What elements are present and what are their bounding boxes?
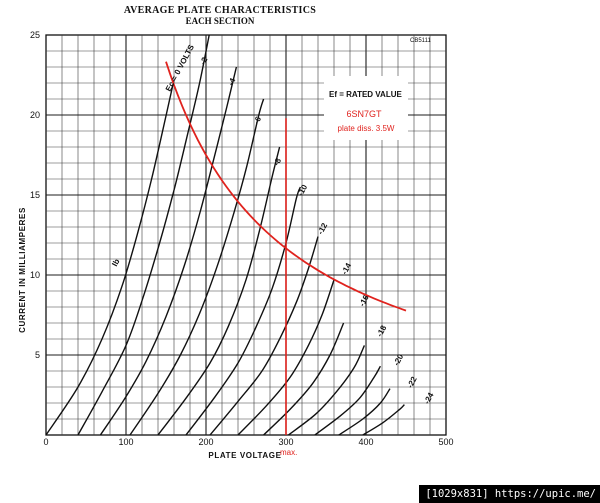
ib-label: Ib	[110, 257, 121, 268]
curve-ec-minus-22	[338, 388, 391, 436]
curve-ec-minus-24	[362, 404, 405, 436]
curve-label: -2	[198, 55, 210, 66]
curve-ec-minus-2	[77, 34, 210, 436]
curve-ec-minus-20	[314, 365, 382, 436]
dissipation-overlay	[165, 61, 407, 435]
curve-ec-minus-6	[129, 98, 265, 436]
curve-ec-minus-18	[287, 345, 366, 436]
chart-subtitle: EACH SECTION	[186, 16, 255, 26]
curve-ec-0	[45, 79, 175, 436]
curve-label: -8	[272, 156, 284, 167]
x-axis-label: PLATE VOLTAGE	[208, 451, 281, 460]
tube-label: 6SN7GT	[346, 109, 382, 119]
dissipation-curve	[165, 61, 407, 312]
dissipation-label: plate diss. 3.5W	[338, 124, 395, 133]
chart-title: AVERAGE PLATE CHARACTERISTICS	[124, 5, 316, 16]
x-tick-label: 300	[278, 437, 293, 447]
curve-ec-minus-4	[99, 66, 238, 436]
curve-ec-minus-14	[237, 279, 335, 436]
x-tick-label: 500	[438, 437, 453, 447]
y-axis-label: CURRENT IN MILLIAMPERES	[18, 207, 27, 333]
y-tick-label: 20	[30, 110, 40, 120]
max-voltage-label: max.	[280, 448, 297, 457]
curve-ec-minus-16	[263, 322, 345, 436]
y-tick-label: 15	[30, 190, 40, 200]
curve-label: -4	[226, 76, 238, 87]
x-tick-label: 0	[43, 437, 48, 447]
figure-code: CB5111	[410, 38, 431, 44]
legend-text: Ef = RATED VALUE	[329, 90, 402, 99]
y-tick-label: 5	[35, 350, 40, 360]
curve-label: -6	[252, 115, 264, 126]
x-tick-label: 400	[358, 437, 373, 447]
curve-ec-minus-10	[185, 186, 302, 436]
grid-voltage-curves	[45, 34, 405, 436]
curve-ec-minus-8	[157, 146, 281, 436]
x-tick-label: 200	[198, 437, 213, 447]
y-tick-label: 10	[30, 270, 40, 280]
watermark: [1029x831] https://upic.me/	[419, 485, 600, 503]
legend-box: Ef = RATED VALUE 6SN7GT plate diss. 3.5W	[324, 76, 408, 140]
y-tick-label: 25	[30, 30, 40, 40]
curve-ec-minus-12	[209, 236, 319, 436]
x-tick-label: 100	[118, 437, 133, 447]
